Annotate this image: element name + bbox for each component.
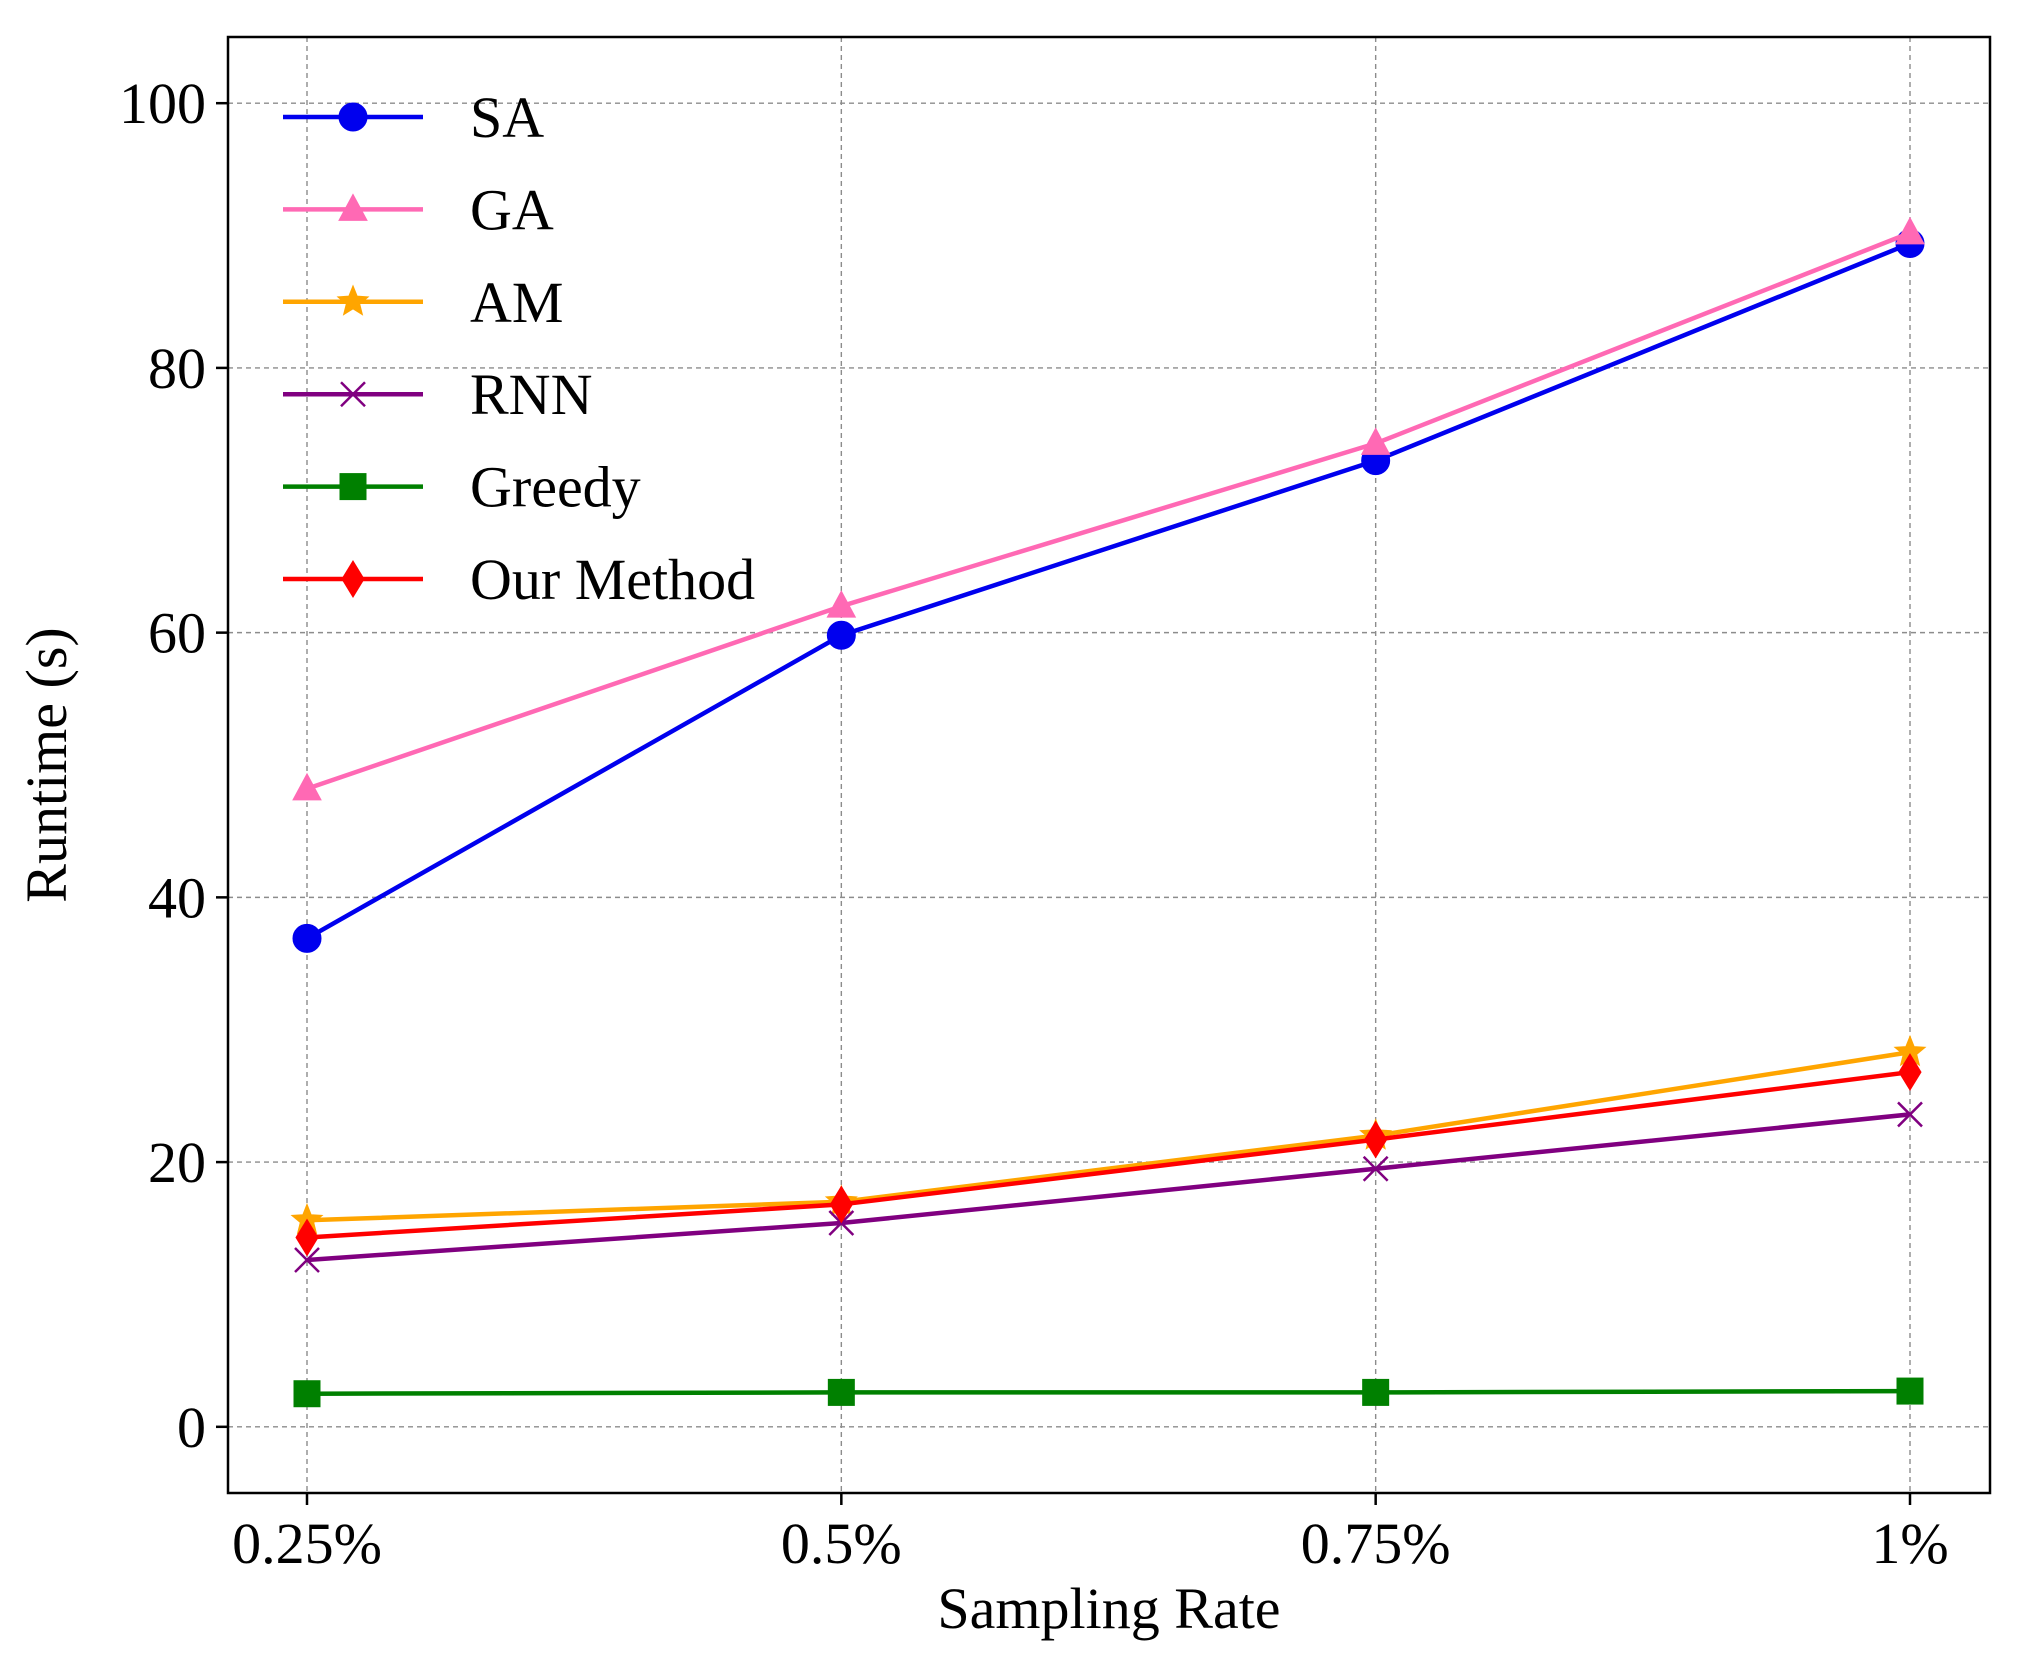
data-point-greedy xyxy=(827,1378,855,1406)
series-lines xyxy=(290,216,1927,1408)
legend-label-sa: SA xyxy=(470,85,544,150)
y-tick-label: 40 xyxy=(148,865,206,930)
series-rnn xyxy=(294,1101,1923,1273)
series-line-rnn xyxy=(306,1112,1911,1263)
y-tick-label: 20 xyxy=(148,1130,206,1195)
data-point-sa xyxy=(826,620,856,650)
series-line-sa xyxy=(305,241,1911,941)
data-point-rnn xyxy=(1897,1101,1923,1128)
x-tick-label: 0.75% xyxy=(1301,1511,1451,1576)
legend: SA GA AM RNN Greedy Our Method xyxy=(283,85,755,612)
data-point-sa xyxy=(292,923,322,953)
legend-marker-greedy xyxy=(339,473,367,501)
data-point-our-method xyxy=(1364,1120,1388,1159)
y-tick-label: 0 xyxy=(177,1395,206,1460)
series-our-method xyxy=(295,1053,1922,1257)
legend-label-greedy: Greedy xyxy=(470,455,641,520)
marker-stroke xyxy=(1897,1101,1923,1128)
legend-entry-our-method: Our Method xyxy=(283,547,755,612)
data-point-ga xyxy=(1895,216,1925,245)
x-tick-label: 0.25% xyxy=(232,1511,382,1576)
legend-marker-ga xyxy=(338,193,368,221)
data-point-rnn xyxy=(294,1247,320,1273)
data-point-greedy xyxy=(1896,1377,1924,1405)
series-ga xyxy=(292,216,1925,801)
data-point-rnn xyxy=(1362,1155,1389,1182)
y-tick-label: 100 xyxy=(119,71,206,136)
data-point-greedy xyxy=(293,1380,321,1408)
data-point-our-method xyxy=(829,1185,853,1224)
plot-frame xyxy=(226,35,1992,1495)
legend-label-our-method: Our Method xyxy=(470,547,755,612)
legend-entry-am: AM xyxy=(283,270,563,335)
data-point-greedy xyxy=(1362,1378,1390,1406)
data-point-our-method xyxy=(1898,1053,1922,1092)
legend-entry-sa: SA xyxy=(283,85,544,150)
marker-stroke xyxy=(1362,1155,1389,1182)
marker-stroke xyxy=(340,381,366,408)
series-greedy xyxy=(293,1377,1924,1408)
series-line-ga xyxy=(306,230,1911,791)
grid-lines xyxy=(228,37,1990,1493)
data-point-ga xyxy=(826,590,857,618)
legend-entry-rnn: RNN xyxy=(283,362,592,427)
legend-label-rnn: RNN xyxy=(470,362,592,427)
y-axis-label: Runtime (s) xyxy=(14,627,79,902)
legend-entry-ga: GA xyxy=(283,177,554,242)
series-line-am xyxy=(306,1049,1911,1223)
x-tick-label: 1% xyxy=(1871,1511,1948,1576)
marker-stroke xyxy=(294,1247,320,1273)
x-tick-label: 0.5% xyxy=(781,1511,902,1576)
axis-ticks: 0.25% 0.5% 0.75% 1% 0 20 40 60 80 100 xyxy=(119,71,1949,1576)
legend-marker-our-method xyxy=(341,560,365,598)
data-point-our-method xyxy=(295,1218,319,1257)
legend-label-am: AM xyxy=(470,270,563,335)
y-tick-label: 60 xyxy=(148,601,206,666)
legend-marker-rnn xyxy=(340,381,366,408)
data-point-ga xyxy=(292,772,322,801)
legend-label-ga: GA xyxy=(470,177,554,242)
series-line-greedy xyxy=(306,1388,1911,1396)
data-point-ga xyxy=(1360,427,1391,455)
y-tick-label: 80 xyxy=(148,336,206,401)
legend-marker-sa xyxy=(338,102,368,132)
series-line-our-method xyxy=(306,1069,1911,1240)
legend-marker-am xyxy=(336,284,370,316)
legend-entry-greedy: Greedy xyxy=(283,455,641,520)
x-axis-label: Sampling Rate xyxy=(937,1576,1280,1641)
